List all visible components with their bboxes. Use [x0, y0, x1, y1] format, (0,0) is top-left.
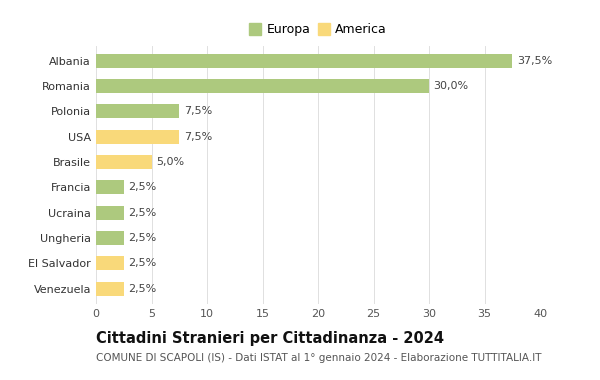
Text: 2,5%: 2,5% — [128, 258, 157, 268]
Text: 7,5%: 7,5% — [184, 132, 212, 142]
Bar — [96, 79, 429, 93]
Bar — [96, 155, 151, 169]
Text: 30,0%: 30,0% — [433, 81, 469, 91]
Text: 5,0%: 5,0% — [156, 157, 184, 167]
Bar — [96, 180, 124, 195]
Bar — [96, 282, 124, 296]
Bar — [96, 256, 124, 271]
Bar — [96, 206, 124, 220]
Text: Cittadini Stranieri per Cittadinanza - 2024: Cittadini Stranieri per Cittadinanza - 2… — [96, 331, 444, 345]
Bar — [96, 231, 124, 245]
Legend: Europa, America: Europa, America — [247, 21, 389, 39]
Text: 37,5%: 37,5% — [517, 56, 552, 66]
Text: 7,5%: 7,5% — [184, 106, 212, 116]
Bar — [96, 105, 179, 119]
Text: 2,5%: 2,5% — [128, 284, 157, 294]
Text: 2,5%: 2,5% — [128, 233, 157, 243]
Bar — [96, 54, 512, 68]
Text: COMUNE DI SCAPOLI (IS) - Dati ISTAT al 1° gennaio 2024 - Elaborazione TUTTITALIA: COMUNE DI SCAPOLI (IS) - Dati ISTAT al 1… — [96, 353, 542, 363]
Text: 2,5%: 2,5% — [128, 208, 157, 218]
Text: 2,5%: 2,5% — [128, 182, 157, 192]
Bar — [96, 130, 179, 144]
